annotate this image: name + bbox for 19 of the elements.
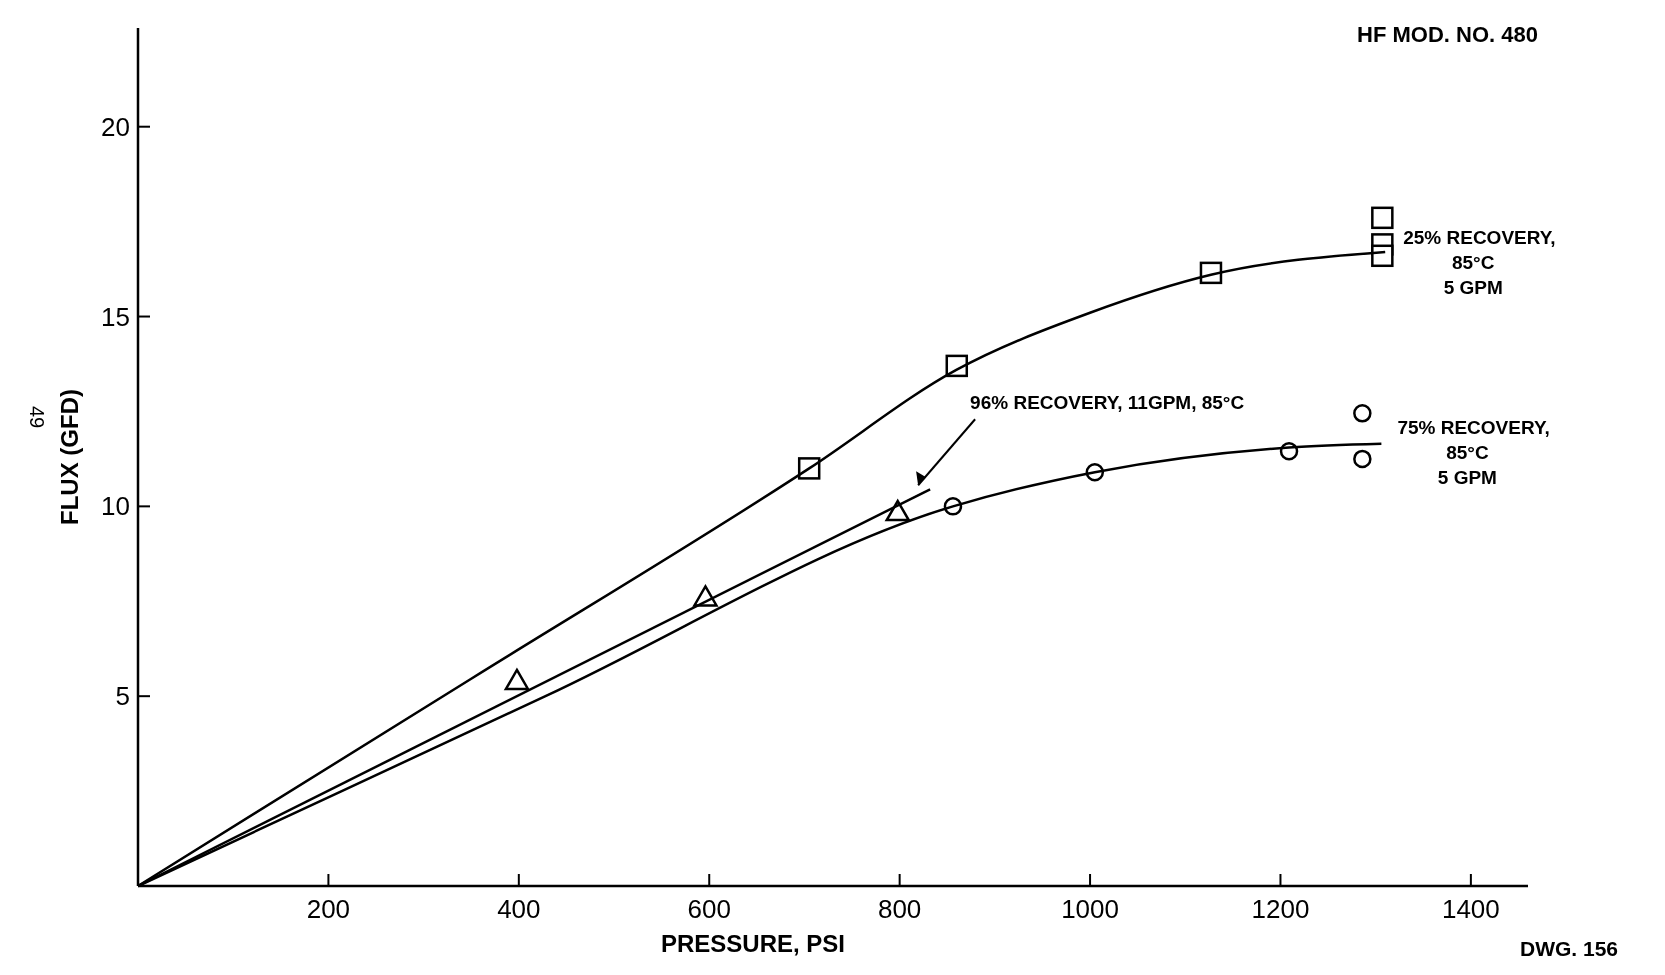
y-tick-label: 10 xyxy=(101,491,130,522)
text: DWG. 156 xyxy=(1519,937,1618,960)
x-axis-title: PRESSURE, PSI xyxy=(660,930,846,957)
text: 49 xyxy=(26,405,48,429)
x-tick-label: 400 xyxy=(497,894,541,924)
x-tick-label: 600 xyxy=(687,894,731,924)
y-tick-label: 5 xyxy=(115,681,130,712)
y-axis-title: FLUX (GFD) xyxy=(56,389,83,525)
x-tick-label: 200 xyxy=(306,894,351,924)
x-tick-label: 1000 xyxy=(1061,894,1119,924)
text: 96% RECOVERY, 11GPM, 85°C xyxy=(970,392,1245,414)
x-tick-label: 1400 xyxy=(1441,894,1500,924)
series-label: 75% RECOVERY, 85°C 5 GPM xyxy=(1397,416,1550,488)
series-label: 25% RECOVERY, 85°C 5 GPM xyxy=(1403,226,1556,298)
x-tick-label: 1200 xyxy=(1251,894,1310,924)
y-tick-label: 20 xyxy=(101,111,130,142)
x-tick-label: 800 xyxy=(877,894,922,924)
y-tick-label: 15 xyxy=(101,301,130,332)
chart-title: HF MOD. NO. 480 xyxy=(1357,22,1538,47)
